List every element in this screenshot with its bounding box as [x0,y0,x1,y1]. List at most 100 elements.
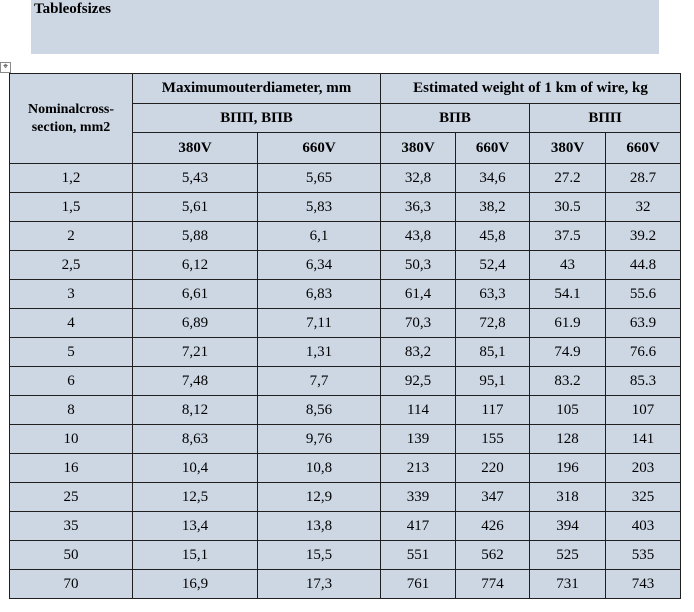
cell-vpv-660v: 34,6 [455,163,530,193]
cell-diameter-380v: 7,21 [132,337,258,367]
cell-diameter-380v: 10,4 [132,453,258,483]
cell-diameter-660v: 1,31 [257,337,381,367]
header-diameter-660v: 660V [257,132,381,164]
cell-diameter-660v: 7,11 [257,308,381,338]
cell-vpp-660v: 203 [604,453,682,483]
table-row: 50 15,1 15,5 551 562 525 535 [9,540,682,570]
cell-vpv-380v: 43,8 [380,221,456,251]
cell-vpv-660v: 562 [455,540,530,570]
cell-vpv-660v: 52,4 [455,250,530,280]
cell-vpv-380v: 139 [380,424,456,454]
table-row: 25 12,5 12,9 339 347 318 325 [9,482,682,512]
cell-vpv-660v: 38,2 [455,192,530,222]
cell-diameter-660v: 6,83 [257,279,381,309]
cell-vpp-380v: 731 [529,569,606,599]
cell-diameter-380v: 7,48 [132,366,258,396]
cell-vpp-660v: 325 [604,482,682,512]
cell-vpv-380v: 761 [380,569,456,599]
header-row-1: Nominalcross-section, mm2 Maximumouterdi… [9,73,682,164]
cell-vpp-380v: 27.2 [529,163,606,193]
cell-cross-section: 10 [9,424,133,454]
cell-vpv-660v: 155 [455,424,530,454]
title-box: Tableofsizes [31,0,659,54]
table-body: 1,2 5,43 5,65 32,8 34,6 27.2 28.7 1,5 5,61 5,83 36… [9,163,682,599]
cell-vpp-380v: 394 [529,511,606,541]
cell-diameter-380v: 12,5 [132,482,258,512]
cell-vpv-380v: 83,2 [380,337,456,367]
cell-vpp-380v: 30.5 [529,192,606,222]
table-row: 2,5 6,12 6,34 50,3 52,4 43 44.8 [9,250,682,280]
header-group-vpp: ВПП [528,103,682,133]
cell-diameter-660v: 12,9 [257,482,381,512]
page-title: Tableofsizes [34,1,111,17]
cell-diameter-660v: 13,8 [257,511,381,541]
cell-diameter-380v: 6,12 [132,250,258,280]
cell-vpp-380v: 318 [529,482,606,512]
cell-vpp-380v: 83.2 [529,366,606,396]
cell-diameter-660v: 6,34 [257,250,381,280]
cell-cross-section: 4 [9,308,133,338]
cell-vpv-380v: 70,3 [380,308,456,338]
cell-vpp-380v: 54.1 [529,279,606,309]
cell-vpv-380v: 551 [380,540,456,570]
cell-vpp-380v: 196 [529,453,606,483]
header-max-diameter: Maximumouterdiameter, mm [132,73,381,104]
cell-diameter-660v: 8,56 [257,395,381,425]
header-estimated-weight: Estimated weight of 1 km of wire, kg [379,73,682,104]
cell-vpp-660v: 141 [604,424,682,454]
cell-vpp-380v: 43 [529,250,606,280]
cell-cross-section: 2 [9,221,133,251]
cell-diameter-380v: 8,63 [132,424,258,454]
cell-diameter-380v: 13,4 [132,511,258,541]
cell-cross-section: 6 [9,366,133,396]
cell-vpv-380v: 417 [380,511,456,541]
table-row: 1,2 5,43 5,65 32,8 34,6 27.2 28.7 [9,163,682,193]
cell-vpp-380v: 74.9 [529,337,606,367]
cell-cross-section: 1,2 [9,163,133,193]
cell-vpv-380v: 339 [380,482,456,512]
table-row: 4 6,89 7,11 70,3 72,8 61.9 63.9 [9,308,682,338]
table-row: 3 6,61 6,83 61,4 63,3 54.1 55.6 [9,279,682,309]
cell-vpv-380v: 213 [380,453,456,483]
header-nominal-cross-section: Nominalcross-section, mm2 [9,73,133,164]
header-group-vpv: ВПВ [380,103,530,133]
cell-vpp-380v: 128 [529,424,606,454]
cell-vpp-660v: 535 [604,540,682,570]
table-row: 6 7,48 7,7 92,5 95,1 83.2 85.3 [9,366,682,396]
header-vpp-660v: 660V [604,132,682,164]
cell-diameter-380v: 6,61 [132,279,258,309]
cell-diameter-660v: 15,5 [257,540,381,570]
cell-vpp-660v: 44.8 [604,250,682,280]
cell-vpp-660v: 39.2 [604,221,682,251]
header-vpv-380v: 380V [380,132,456,164]
cell-diameter-380v: 16,9 [132,569,258,599]
cell-diameter-380v: 15,1 [132,540,258,570]
cell-vpp-660v: 28.7 [604,163,682,193]
cell-cross-section: 35 [9,511,133,541]
cell-cross-section: 8 [9,395,133,425]
table-move-handle-icon[interactable]: ⌖ [0,62,11,73]
table-row: 16 10,4 10,8 213 220 196 203 [9,453,682,483]
cell-vpp-660v: 403 [604,511,682,541]
cell-vpp-380v: 37.5 [529,221,606,251]
cell-diameter-660v: 5,83 [257,192,381,222]
cell-vpp-380v: 61.9 [529,308,606,338]
cell-cross-section: 1,5 [9,192,133,222]
cell-diameter-660v: 7,7 [257,366,381,396]
cell-vpv-380v: 36,3 [380,192,456,222]
cell-vpv-380v: 32,8 [380,163,456,193]
cell-vpv-380v: 61,4 [380,279,456,309]
cell-diameter-660v: 9,76 [257,424,381,454]
table-row: 70 16,9 17,3 761 774 731 743 [9,569,682,599]
cell-vpp-380v: 105 [529,395,606,425]
cell-diameter-380v: 5,61 [132,192,258,222]
header-row-2: ВПП, ВПВ ВПВ ВПП [10,103,682,133]
table-row: 2 5,88 6,1 43,8 45,8 37.5 39.2 [9,221,682,251]
cell-vpv-660v: 72,8 [455,308,530,338]
cell-diameter-660v: 17,3 [257,569,381,599]
cell-vpv-380v: 114 [380,395,456,425]
header-diameter-380v: 380V [132,132,258,164]
cell-vpv-660v: 95,1 [455,366,530,396]
cell-vpv-380v: 50,3 [380,250,456,280]
cell-vpp-380v: 525 [529,540,606,570]
